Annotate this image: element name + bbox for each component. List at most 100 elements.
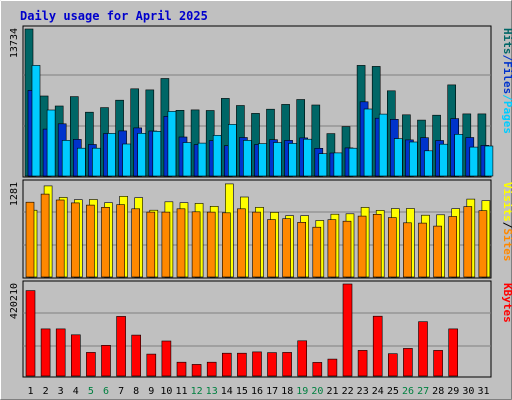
bar-kbytes-day-11 <box>176 361 187 377</box>
day-label-1: 1 <box>27 386 33 397</box>
day-label-22: 22 <box>342 386 354 397</box>
bar-kbytes-day-25 <box>387 353 398 377</box>
chart-title: Daily usage for April 2025 <box>20 9 208 23</box>
bar-sites-day-3 <box>55 199 65 278</box>
day-label-26: 26 <box>402 386 414 397</box>
bar-pages-day-3 <box>61 140 71 177</box>
bar-kbytes-day-27 <box>418 321 428 377</box>
day-label-30: 30 <box>462 386 474 397</box>
bar-sites-day-13 <box>206 211 216 278</box>
day-label-8: 8 <box>133 386 139 397</box>
bar-kbytes-day-22 <box>342 283 353 377</box>
bar-pages-day-28 <box>439 143 448 177</box>
bar-pages-day-8 <box>137 133 146 177</box>
day-label-29: 29 <box>447 386 459 397</box>
legend-entry: / <box>501 222 512 229</box>
bar-sites-day-26 <box>403 222 412 278</box>
bar-kbytes-day-15 <box>237 352 247 377</box>
bar-kbytes-day-3 <box>55 328 66 377</box>
bar-pages-day-15 <box>243 140 252 177</box>
bar-sites-day-23 <box>357 215 367 278</box>
day-label-13: 13 <box>206 386 218 397</box>
bar-kbytes-day-9 <box>146 353 157 377</box>
bar-kbytes-day-1 <box>25 290 36 377</box>
bar-pages-day-17 <box>273 142 282 177</box>
bar-sites-day-22 <box>342 220 352 278</box>
bar-kbytes-day-5 <box>86 352 96 377</box>
x-axis-day-labels: 1 2 3 4 5 6 7 8 9 10 11 12 13 14 15 16 17 18 19 20 21 22 23 24 2… <box>27 386 489 397</box>
day-label-6: 6 <box>103 386 109 397</box>
bar-kbytes-day-8 <box>131 334 141 377</box>
bar-sites-day-5 <box>86 204 95 278</box>
bar-pages-day-2 <box>46 109 56 177</box>
bar-kbytes-day-24 <box>372 315 383 377</box>
bar-pages-day-25 <box>393 138 403 177</box>
bar-pages-day-14 <box>228 124 237 177</box>
legend: Hits/Files/Pages <box>501 28 512 134</box>
hits-files-pages-panel: 13734 Hits/Files/Pages <box>9 25 512 178</box>
bar-sites-day-29 <box>448 216 458 278</box>
day-label-10: 10 <box>160 386 172 397</box>
legend-entry: /Pages <box>501 94 512 134</box>
bar-pages-day-26 <box>409 141 418 177</box>
bar-sites-day-4 <box>71 202 80 278</box>
bar-kbytes-day-17 <box>267 352 277 377</box>
bar-kbytes-day-28 <box>433 350 443 377</box>
bar-sites-day-25 <box>387 217 397 278</box>
legend: KBytes <box>501 283 512 323</box>
day-label-16: 16 <box>251 386 263 397</box>
day-label-21: 21 <box>326 386 338 397</box>
bar-pages-day-1 <box>31 65 41 177</box>
bar-sites-day-24 <box>372 214 382 278</box>
bar-pages-day-10 <box>167 111 177 177</box>
bar-sites-day-17 <box>267 219 276 278</box>
day-label-5: 5 <box>88 386 94 397</box>
bar-sites-day-21 <box>327 219 337 278</box>
bar-pages-day-13 <box>212 135 222 177</box>
bar-sites-day-1 <box>25 201 35 278</box>
day-label-4: 4 <box>73 386 79 397</box>
bar-kbytes-day-2 <box>40 328 51 377</box>
bar-kbytes-day-21 <box>327 358 338 377</box>
bar-sites-day-10 <box>161 211 171 278</box>
bar-sites-day-11 <box>176 208 186 278</box>
bar-sites-day-8 <box>131 208 140 278</box>
bar-kbytes-day-29 <box>448 328 459 377</box>
bar-sites-day-27 <box>418 222 427 278</box>
day-label-24: 24 <box>372 386 384 397</box>
legend: Visits/Sites <box>501 182 512 262</box>
bar-sites-day-19 <box>297 222 307 278</box>
bar-kbytes-day-10 <box>161 340 172 377</box>
bar-kbytes-day-20 <box>312 362 323 377</box>
bar-pages-day-19 <box>303 138 313 177</box>
day-label-19: 19 <box>296 386 308 397</box>
bar-sites-day-14 <box>222 212 231 278</box>
day-label-23: 23 <box>357 386 369 397</box>
legend-entry: KBytes <box>501 283 512 323</box>
y-max-label: 420210 <box>9 283 20 319</box>
bar-kbytes-day-18 <box>282 352 292 377</box>
day-label-25: 25 <box>387 386 399 397</box>
bar-pages-day-5 <box>92 147 101 177</box>
bar-kbytes-day-23 <box>357 350 368 377</box>
bar-kbytes-day-14 <box>222 352 232 377</box>
legend-entry: Sites <box>501 228 512 261</box>
day-label-20: 20 <box>311 386 323 397</box>
day-label-2: 2 <box>43 386 49 397</box>
bar-kbytes-day-26 <box>403 348 413 377</box>
bar-pages-day-24 <box>378 113 388 177</box>
bar-sites-day-16 <box>252 211 261 278</box>
bar-pages-day-4 <box>77 147 86 177</box>
chart-panels: 13734 Hits/Files/Pages 1281 Visits/Sites 420… <box>9 25 512 378</box>
bar-kbytes-day-7 <box>116 316 126 377</box>
day-label-15: 15 <box>236 386 248 397</box>
day-label-14: 14 <box>221 386 233 397</box>
bar-sites-day-20 <box>312 226 322 278</box>
bar-pages-day-7 <box>122 143 131 177</box>
bar-sites-day-12 <box>191 211 201 278</box>
kbytes-panel: 420210 KBytes <box>9 280 512 378</box>
y-max-label: 13734 <box>9 28 20 58</box>
bar-sites-day-7 <box>116 204 125 278</box>
bar-pages-day-22 <box>348 147 358 177</box>
